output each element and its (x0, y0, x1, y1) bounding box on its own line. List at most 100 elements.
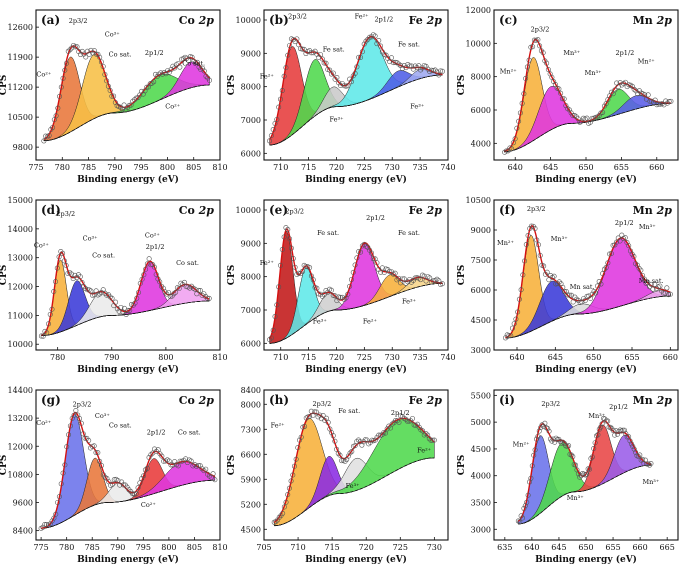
panel-i-plot-area (515, 415, 654, 525)
panel-a-data-point (149, 80, 155, 86)
panel-h-data-point (283, 499, 289, 505)
panel-c-data-point (545, 67, 551, 73)
panel-e-data-point (367, 247, 373, 253)
panel-b-xtick-label: 730 (385, 163, 400, 172)
panel-g-data-point (203, 466, 209, 472)
panel-d-data-point (79, 279, 85, 285)
panel-a-data-point (163, 71, 169, 77)
panel-g-ytick-label: 9600 (13, 499, 33, 508)
panel-b-data-point (323, 60, 329, 66)
panel-a-data-point (46, 133, 52, 139)
panel-e-data-point (412, 275, 418, 281)
panel-g-data-point (115, 478, 121, 484)
panel-a-data-point (200, 65, 206, 71)
panel-c-data-point (510, 140, 516, 146)
panel-c-data-point (612, 87, 618, 93)
panel-d-plot-area (38, 249, 212, 339)
panel-g-data-point (93, 450, 99, 456)
panel-d-data-point (53, 279, 59, 285)
panel-b-data-point (327, 67, 333, 73)
panel-h-ytick-label: 4500 (241, 525, 261, 534)
panel-a-plot-area (41, 42, 212, 144)
panel-b-data-point (281, 73, 287, 79)
panel-f-data-point (608, 251, 614, 257)
panel-i-xtick-label: 665 (660, 543, 675, 552)
panel-h-xtick-label: 720 (359, 543, 374, 552)
panel-e-data-point (328, 287, 334, 293)
panel-g-ylabel: CPS (0, 455, 9, 475)
panel-g-element: Co 2p (179, 394, 215, 407)
panel-d-data-point (155, 276, 161, 282)
panel-h-annotation: Fe³⁺ (346, 482, 360, 490)
panel-c-data-point (594, 114, 600, 120)
panel-e-orbital: 2p (426, 204, 443, 217)
panel-i-xtick-label: 655 (605, 543, 620, 552)
panel-f-peak-5 (505, 290, 671, 339)
panel-f-data-point (555, 281, 561, 287)
panel-c-data-point (600, 109, 606, 115)
panel-g-data-point (153, 448, 159, 454)
panel-e-data-point (303, 263, 309, 269)
panel-b-data-point (352, 71, 358, 77)
panel-h-plot-area (271, 408, 437, 527)
panel-d-ylabel: CPS (0, 265, 9, 285)
panel-d-data-point (98, 289, 104, 295)
panel-i-ytick-label: 3500 (471, 499, 491, 508)
panel-d-data-point (176, 286, 182, 292)
panel-d-data-point (54, 265, 60, 271)
panel-i-data-point (553, 435, 559, 441)
panel-f-data-point (660, 290, 666, 296)
panel-c-data-point (519, 100, 525, 106)
panel-a-data-point (74, 44, 80, 50)
panel-c-ytick-label: 4000 (471, 139, 491, 148)
panel-g-data-point (177, 458, 183, 464)
panel-b-frame (263, 9, 449, 161)
panel-e-data-point (323, 287, 329, 293)
panel-i-annotation: Mn³⁺ (567, 494, 584, 502)
panel-f-data-point (502, 335, 508, 341)
panel-g-data-point (195, 462, 201, 468)
panel-g-annotation: Co sat. (178, 429, 201, 437)
panel-b-data-point (274, 116, 280, 122)
panel-i-data-point (589, 454, 595, 460)
panel-b-xtick-label: 710 (273, 163, 288, 172)
panel-f-data-point (506, 333, 512, 339)
panel-f-data-point (537, 252, 543, 258)
panel-b-data-point (388, 55, 394, 61)
panel-d-background-line (41, 300, 210, 336)
panel-f-data-point (527, 226, 533, 232)
panel-f-data-point (523, 242, 529, 248)
panel-f-data-point (633, 261, 639, 267)
panel-a-data-point (55, 105, 61, 111)
panel-a-xtick-label: 780 (55, 163, 70, 172)
panel-i-ytick-label: 4500 (471, 445, 491, 454)
panel-b-data-point (429, 67, 435, 73)
panel-d-annotation: Co sat. (92, 252, 115, 260)
panel-i-data-point (612, 432, 618, 438)
panel-b-data-point (363, 38, 369, 44)
panel-g-data-point (126, 487, 132, 493)
panel-g-xtick-label: 780 (59, 543, 74, 552)
panel-b-element-name: Fe (409, 14, 423, 27)
panel-h-data-point (298, 434, 304, 440)
panel-b-data-point (334, 75, 340, 81)
panel-c-data-point (601, 103, 607, 109)
panel-a-xtick-label: 795 (134, 163, 149, 172)
panel-d-data-point (63, 263, 69, 269)
panel-e-data-point (321, 292, 327, 298)
panel-b-data-point (436, 72, 442, 78)
panel-f-data-point (574, 296, 580, 302)
panel-f-data-point (615, 235, 621, 241)
panel-a-annotation: Co²⁺ (165, 103, 180, 111)
panel-b-data-point (319, 56, 325, 62)
panel-c-data-point (656, 101, 662, 107)
panel-e-frame (263, 199, 449, 351)
panel-h-element-name: Fe (409, 394, 423, 407)
panel-b-data-point (290, 37, 296, 43)
panel-f-data-point (617, 238, 623, 244)
panel-d-annotation: Co sat. (176, 259, 199, 267)
panel-g-data-point (95, 450, 101, 456)
panel-f-data-point (657, 283, 663, 289)
panel-d-xtick-label: 800 (158, 353, 173, 362)
